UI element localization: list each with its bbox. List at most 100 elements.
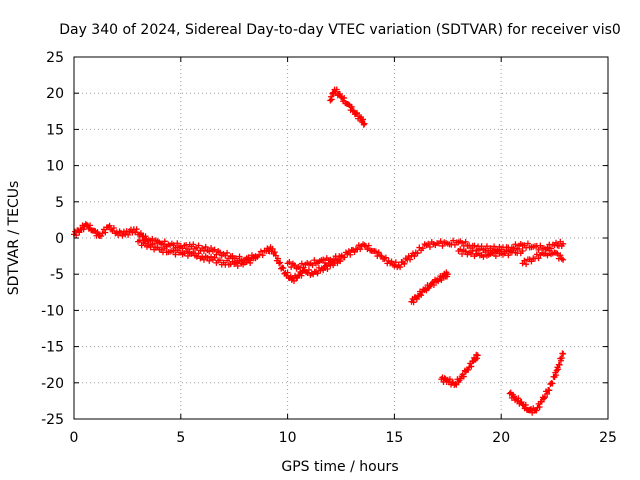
y-tick-label: 10 (46, 159, 64, 175)
y-tick-label: -5 (50, 267, 64, 283)
data-point-interp (136, 237, 143, 244)
data-point-interp (119, 232, 126, 239)
data-point-interp (125, 231, 132, 238)
data-point (338, 93, 344, 100)
data-point-interp (247, 259, 254, 266)
data-point-interp (291, 277, 298, 284)
data-point-interp (133, 226, 140, 233)
data-point-interp (274, 255, 281, 262)
y-axis-label: SDTVAR / TECUs (6, 181, 22, 296)
data-point-interp (524, 240, 531, 247)
data-point-interp (516, 246, 522, 253)
data-point-interp (392, 259, 399, 266)
data-point-interp (558, 355, 565, 362)
data-point-interp (535, 246, 542, 253)
data-point-interp (541, 394, 548, 401)
data-point-interp (364, 246, 371, 253)
data-point-interp (334, 257, 341, 264)
data-point-interp (190, 241, 197, 248)
data-point (444, 271, 451, 278)
data-point-interp (149, 235, 156, 242)
data-point-interp (522, 401, 529, 408)
data-point-interp (480, 253, 487, 260)
data-point-interp (208, 245, 215, 252)
data-point (506, 390, 513, 397)
data-point-interp (422, 286, 429, 293)
data-point-interp (345, 248, 352, 255)
data-point-interp (438, 277, 445, 284)
data-point-interp (99, 230, 106, 237)
data-point-interp (87, 222, 94, 229)
data-point-interp (528, 258, 535, 265)
data-point-interp (288, 264, 295, 271)
x-tick-label: 10 (279, 430, 297, 446)
data-point-interp (546, 387, 553, 394)
data-point-interp (333, 86, 340, 93)
data-point-interp (546, 247, 553, 254)
data-point-interp (184, 252, 191, 259)
data-point-interp (462, 238, 469, 245)
data-point-interp (259, 252, 266, 259)
data-point-interp (161, 245, 168, 252)
data-point-interp (349, 107, 356, 114)
data-point (560, 240, 567, 247)
data-point-interp (465, 367, 472, 374)
data-point-interp (556, 361, 563, 368)
data-point-interp (372, 248, 379, 255)
data-point-interp (357, 246, 364, 253)
data-point-interp (202, 243, 209, 250)
data-point-interp (300, 264, 307, 271)
data-point-interp (460, 373, 467, 380)
data-point-interp (277, 259, 284, 266)
data-point-interp (452, 380, 459, 387)
data-point-interp (512, 241, 519, 248)
data-point-interp (469, 248, 476, 255)
data-point-interp (467, 251, 474, 258)
data-point-interp (336, 91, 343, 98)
data-point-interp (418, 292, 425, 299)
data-point-interp (172, 251, 179, 258)
data-point-interp (234, 263, 241, 270)
data-point-interp (397, 264, 404, 271)
data-point-interp (211, 254, 218, 261)
data-point-interp (557, 252, 564, 259)
data-point-interp (311, 257, 318, 264)
data-point-interp (462, 248, 469, 255)
data-point-interp (347, 251, 354, 258)
data-point-interp (553, 372, 560, 379)
data-point-interp (414, 250, 421, 257)
data-point (538, 398, 545, 405)
data-point-interp (419, 245, 426, 252)
data-point-interp (160, 241, 166, 248)
data-point-interp (200, 248, 207, 255)
data-point (519, 248, 526, 255)
data-point-interp (473, 355, 480, 362)
data-point-interp (410, 299, 417, 306)
data-point-interp (521, 257, 528, 264)
data-point-interp (245, 256, 252, 263)
data-point-interp (216, 249, 223, 256)
data-point-interp (224, 249, 231, 256)
data-point-interp (314, 270, 321, 277)
data-point-interp (216, 257, 223, 264)
data-point-interp (94, 229, 101, 236)
data-point-interp (106, 222, 113, 229)
data-point-interp (558, 255, 565, 262)
y-tick-label: -20 (41, 376, 64, 392)
data-point-interp (204, 254, 211, 261)
x-tick-label: 5 (176, 430, 185, 446)
x-axis-label: GPS time / hours (281, 459, 398, 475)
y-tick-label: 25 (46, 50, 64, 66)
data-point-interp (425, 240, 432, 247)
data-point-interp (505, 252, 512, 259)
data-point-interp (382, 254, 389, 261)
data-point-interp (195, 250, 202, 257)
data-point-interp (271, 249, 278, 256)
data-point-interp (321, 259, 328, 266)
data-point-interp (450, 237, 457, 244)
data-point-interp (232, 259, 239, 266)
data-point-interp (533, 407, 540, 414)
data-point-interp (360, 121, 367, 128)
data-point-interp (213, 251, 220, 258)
